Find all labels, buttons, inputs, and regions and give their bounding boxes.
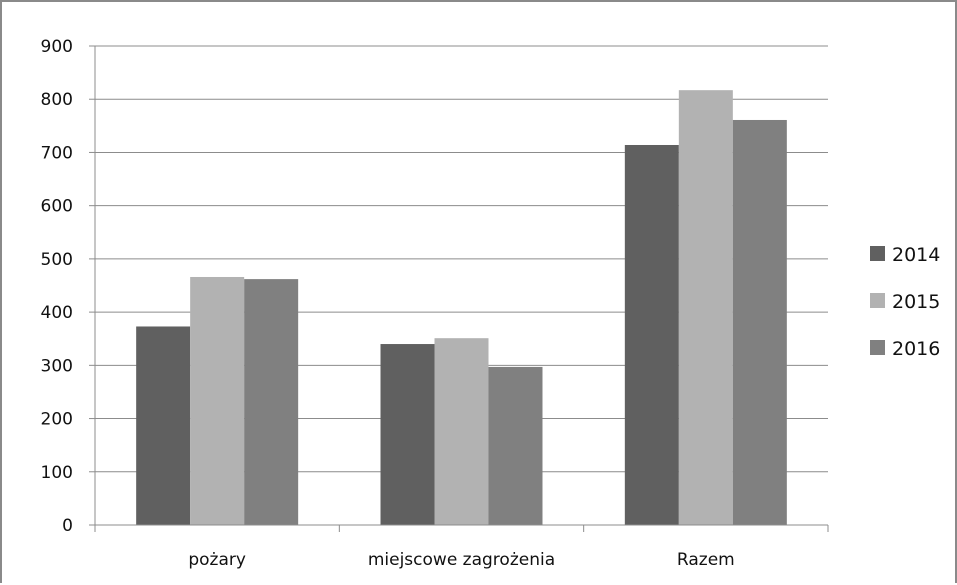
y-tick-label: 600 [41,197,73,217]
bars [136,90,787,526]
y-tick-label: 700 [41,143,73,163]
y-tick-label: 200 [41,410,73,430]
y-tick-label: 0 [62,516,73,536]
legend-label-2014: 2014 [892,244,940,266]
legend-swatch-2014 [870,246,885,261]
legend-label-2016: 2016 [892,338,940,360]
y-tick-label: 900 [41,37,73,57]
bar-2015-0 [190,276,245,525]
y-tick-label: 500 [41,250,73,270]
y-tick-label: 100 [41,463,73,483]
legend-swatch-2016 [870,340,885,355]
bar-2016-0 [244,279,299,525]
legend: 2014 2015 2016 [870,244,940,360]
bar-2015-1 [434,338,489,525]
bar-2014-0 [136,326,191,525]
y-tick-label: 800 [41,90,73,110]
legend-swatch-2015 [870,293,885,308]
bar-2016-1 [488,366,543,525]
legend-label-2015: 2015 [892,291,940,313]
bar-2014-1 [380,344,435,525]
y-tick-label: 300 [41,356,73,376]
x-category-label: pożary [188,550,246,570]
bar-2016-2 [732,119,787,526]
axes: 0 100 200 300 400 500 600 700 800 900 pożary miejsc… [41,37,829,570]
bar-2015-2 [678,90,733,526]
x-category-label: Razem [677,550,735,570]
bar-2014-2 [624,144,679,525]
x-category-label: miejscowe zagrożenia [368,550,555,570]
y-tick-label: 400 [41,303,73,323]
